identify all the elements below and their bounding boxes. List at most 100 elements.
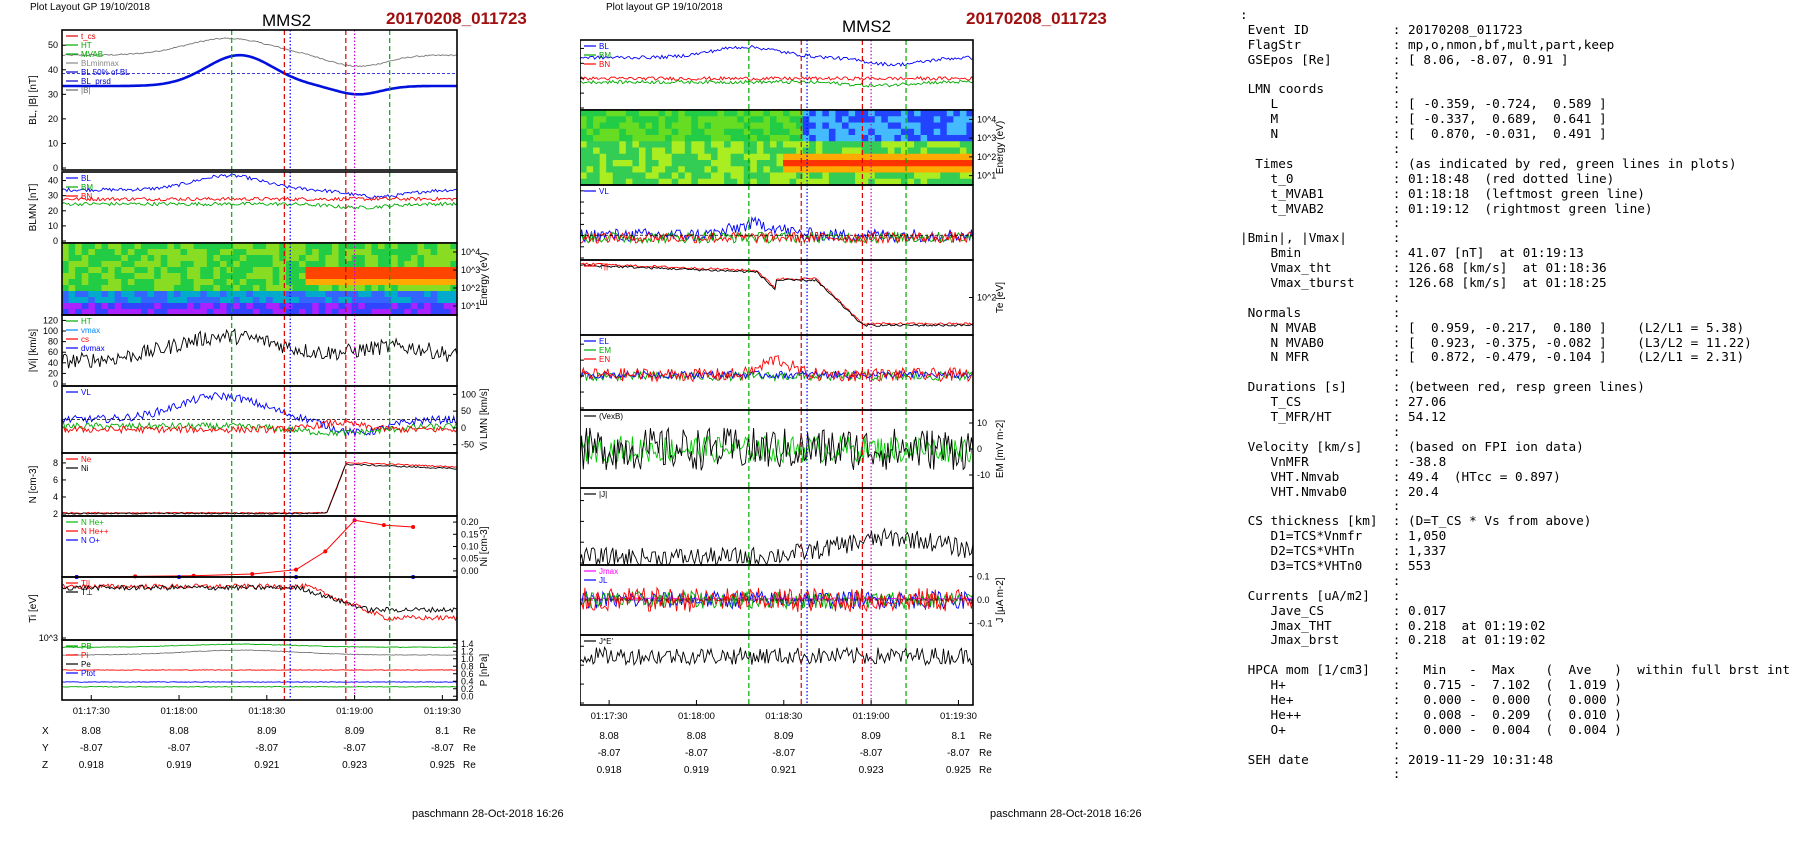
- left-spectrogram-cell: [345, 255, 353, 262]
- right-panel-rp4: 10^2Te [eV]T||: [580, 259, 1006, 336]
- left-orbit-value: -8.07: [255, 743, 278, 754]
- right-spectrogram-cell: [658, 178, 666, 186]
- right-spectrogram-cell: [868, 128, 876, 136]
- left-series-line: [61, 582, 458, 622]
- right-spectrogram-cell: [724, 122, 732, 130]
- right-spectrogram-cell: [684, 135, 692, 142]
- left-spectrogram-cell: [391, 267, 399, 274]
- right-spectrogram-cell: [730, 116, 738, 124]
- right-spectrogram-cell: [776, 172, 784, 180]
- left-legend-label: BL 50% of BL: [81, 68, 130, 77]
- left-spectrogram-cell: [345, 285, 353, 292]
- left-legend-label: Pi: [81, 651, 88, 660]
- left-panel-frame: [61, 515, 458, 578]
- left-spectrogram-cell: [114, 309, 122, 316]
- right-spectrogram-cell: [612, 128, 620, 136]
- left-spectrogram-cell: [299, 267, 307, 274]
- right-spectrogram-cell: [900, 128, 909, 136]
- left-spectrogram-cell: [391, 303, 399, 310]
- left-spectrogram-cell: [292, 243, 300, 250]
- right-spectrogram-cell: [586, 135, 594, 142]
- right-spectrogram-cell: [881, 153, 889, 161]
- left-orbit-unit: Re: [463, 726, 476, 737]
- right-spectrogram-cell: [900, 178, 909, 186]
- right-spectrogram-cell: [802, 153, 810, 161]
- left-spectrogram-cell: [417, 279, 425, 286]
- right-spectrogram-cell: [645, 128, 653, 136]
- right-spectrogram-cell: [704, 135, 712, 142]
- right-spectrogram-cell: [789, 178, 797, 186]
- left-spectrogram-cell: [331, 291, 340, 298]
- left-spectrogram-cell: [266, 249, 274, 256]
- left-spectrogram-cell: [325, 267, 333, 274]
- left-spectrogram-cell: [279, 297, 287, 304]
- left-panel-frame: [61, 639, 458, 701]
- left-spectrogram-cell: [239, 273, 247, 280]
- right-spectrogram-cell: [946, 110, 954, 117]
- left-spectrogram-cell: [226, 249, 234, 256]
- left-spectrogram-cell: [259, 243, 267, 250]
- left-series-line: [61, 328, 458, 369]
- info-line: N : [ 0.870, -0.031, 0.491 ]: [1240, 126, 1607, 142]
- right-spectrogram-cell: [638, 153, 647, 161]
- left-spectrogram-cell: [62, 291, 70, 298]
- right-spectrogram-cell: [665, 122, 673, 130]
- left-spectrogram-cell: [68, 243, 76, 250]
- left-spectrogram-cell: [410, 261, 419, 268]
- right-spectrogram-cell: [612, 160, 620, 167]
- right-spectrogram-cell: [907, 153, 915, 161]
- left-spectrogram-cell: [180, 297, 188, 304]
- left-spectrogram-cell: [410, 243, 419, 250]
- left-spectrogram-cell: [200, 273, 208, 280]
- left-spectrogram-cell: [417, 285, 425, 292]
- right-spectrogram-cell: [855, 122, 863, 130]
- left-y-tick-label: 4: [53, 492, 58, 502]
- left-spectrogram-cell: [292, 249, 300, 256]
- right-spectrogram-cell: [914, 147, 922, 155]
- right-spectrogram-cell: [704, 110, 712, 117]
- info-line: Jave_CS : 0.017: [1240, 602, 1447, 618]
- right-spectrogram-cell: [691, 160, 699, 167]
- left-spectrogram-cell: [292, 285, 300, 292]
- left-spectrogram-cell: [134, 279, 142, 286]
- right-orbit-value: 8.09: [861, 731, 881, 742]
- left-legend-label: |B|: [81, 86, 91, 95]
- left-spectrogram-cell: [391, 249, 399, 256]
- right-spectrogram-cell: [894, 160, 902, 167]
- right-spectrogram-cell: [743, 110, 751, 117]
- left-spectrogram-cell: [62, 279, 70, 286]
- right-spectrogram-cell: [894, 166, 902, 174]
- right-spectrogram-cell: [612, 110, 620, 117]
- left-spectrogram-cell: [200, 309, 208, 316]
- right-spectrogram-cell: [638, 122, 647, 130]
- left-y-tick-label: 100: [43, 326, 58, 336]
- right-spectrogram-cell: [756, 147, 764, 155]
- info-line: O+ : 0.000 - 0.004 ( 0.004 ): [1240, 721, 1622, 737]
- right-spectrogram-cell: [796, 128, 804, 136]
- left-spectrogram-cell: [200, 261, 208, 268]
- right-spectrogram-cell: [697, 166, 706, 174]
- right-spectrogram-cell: [796, 160, 804, 167]
- right-spectrogram-cell: [946, 178, 954, 186]
- right-spectrogram-cell: [756, 135, 764, 142]
- left-spectrogram-cell: [75, 285, 83, 292]
- left-spectrogram-cell: [220, 309, 228, 316]
- right-spectrogram-cell: [828, 147, 837, 155]
- right-spectrogram-cell: [711, 116, 719, 124]
- right-spectrogram-cell: [684, 128, 692, 136]
- left-spectrogram-cell: [272, 261, 280, 268]
- right-spectrogram-cell: [959, 128, 968, 136]
- left-spectrogram-cell: [358, 255, 366, 262]
- left-spectrogram-cell: [239, 243, 247, 250]
- left-spectrogram-cell: [187, 303, 195, 310]
- left-spectrogram-cell: [81, 243, 89, 250]
- left-spectrogram-cell: [424, 303, 432, 310]
- right-spectrogram-cell: [868, 178, 876, 186]
- left-spectrogram-cell: [68, 309, 76, 316]
- left-spectrogram-cell: [259, 255, 267, 262]
- left-spectrogram-cell: [430, 297, 438, 304]
- right-spectrogram-cell: [835, 110, 843, 117]
- left-y-tick-label: 2: [53, 509, 58, 519]
- right-spectrogram-cell: [920, 147, 928, 155]
- right-panel-frame: [580, 184, 974, 261]
